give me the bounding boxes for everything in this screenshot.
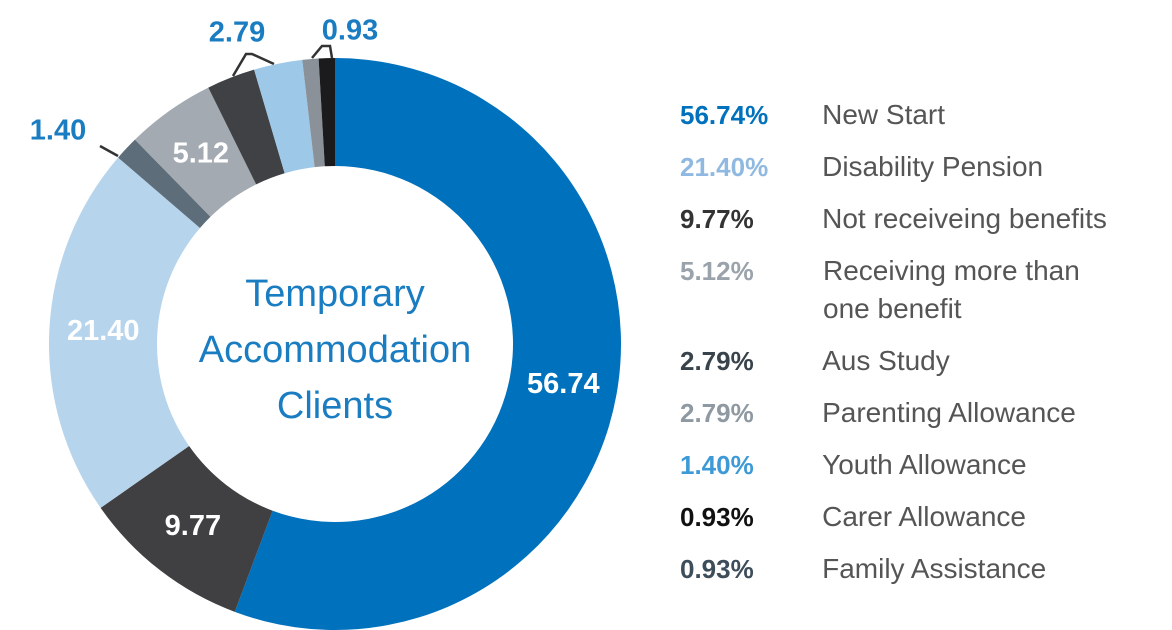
slice-label: 9.77 bbox=[165, 510, 221, 542]
slice-label: 0.93 bbox=[322, 15, 378, 47]
donut-segment bbox=[254, 59, 315, 174]
legend-value: 0.93% bbox=[680, 502, 754, 532]
donut-segment bbox=[318, 58, 335, 167]
slice-label: 21.40 bbox=[67, 315, 140, 347]
legend-item: 2.79% Parenting Allowance bbox=[680, 394, 1160, 432]
legend-label: Carer Allowance bbox=[822, 501, 1026, 532]
legend-value: 9.77% bbox=[680, 204, 754, 234]
legend-label: Disability Pension bbox=[822, 151, 1044, 182]
center-text: Accommodation bbox=[199, 329, 471, 371]
legend-item: 5.12% Receiving more than one benefit bbox=[680, 252, 1160, 328]
legend-label: Not receiveing benefits bbox=[822, 203, 1107, 234]
legend-value: 56.74% bbox=[680, 100, 769, 130]
legend-label: Youth Allowance bbox=[822, 449, 1027, 480]
legend-value: 1.40% bbox=[680, 450, 754, 480]
leader-line bbox=[99, 144, 119, 158]
donut-segment bbox=[118, 139, 211, 229]
leader-line bbox=[231, 52, 275, 77]
donut-segment bbox=[134, 87, 257, 217]
donut-chart: 56.74 9.77 21.40 1.40 5.12 2.79 0.93 Temporary A… bbox=[30, 15, 622, 630]
legend-label: Receiving more than one benefit bbox=[823, 255, 1080, 324]
slice-label: 5.12 bbox=[173, 137, 229, 169]
legend-value: 5.12% bbox=[680, 256, 754, 286]
legend-value: 2.79% bbox=[680, 346, 754, 376]
legend-value: 21.40% bbox=[680, 152, 769, 182]
slice-label: 1.40 bbox=[30, 115, 86, 147]
legend-value: 0.93% bbox=[680, 554, 754, 584]
donut-segment bbox=[234, 58, 622, 630]
leader-line bbox=[311, 44, 334, 59]
donut-segment bbox=[100, 445, 273, 612]
legend-item: 1.40% Youth Allowance bbox=[680, 446, 1160, 484]
legend: 56.74% New Start 21.40% Disability Pension 9… bbox=[680, 96, 1160, 602]
center-text: Clients bbox=[277, 385, 393, 427]
legend-label: New Start bbox=[822, 99, 946, 130]
legend-item: 9.77% Not receiveing benefits bbox=[680, 200, 1160, 238]
donut-segment bbox=[208, 69, 285, 185]
legend-label: Parenting Allowance bbox=[822, 397, 1076, 428]
slice-label: 2.79 bbox=[209, 17, 265, 49]
donut-segment bbox=[302, 58, 325, 168]
slice-label: 56.74 bbox=[527, 368, 600, 400]
legend-label: Aus Study bbox=[822, 345, 950, 376]
donut-segment bbox=[49, 157, 200, 508]
center-text: Temporary bbox=[245, 273, 425, 315]
legend-item: 21.40% Disability Pension bbox=[680, 148, 1160, 186]
legend-value: 2.79% bbox=[680, 398, 754, 428]
legend-item: 0.93% Carer Allowance bbox=[680, 498, 1160, 536]
legend-label: Family Assistance bbox=[822, 553, 1047, 584]
legend-item: 2.79% Aus Study bbox=[680, 342, 1160, 380]
legend-item: 56.74% New Start bbox=[680, 96, 1160, 134]
legend-item: 0.93% Family Assistance bbox=[680, 550, 1160, 588]
